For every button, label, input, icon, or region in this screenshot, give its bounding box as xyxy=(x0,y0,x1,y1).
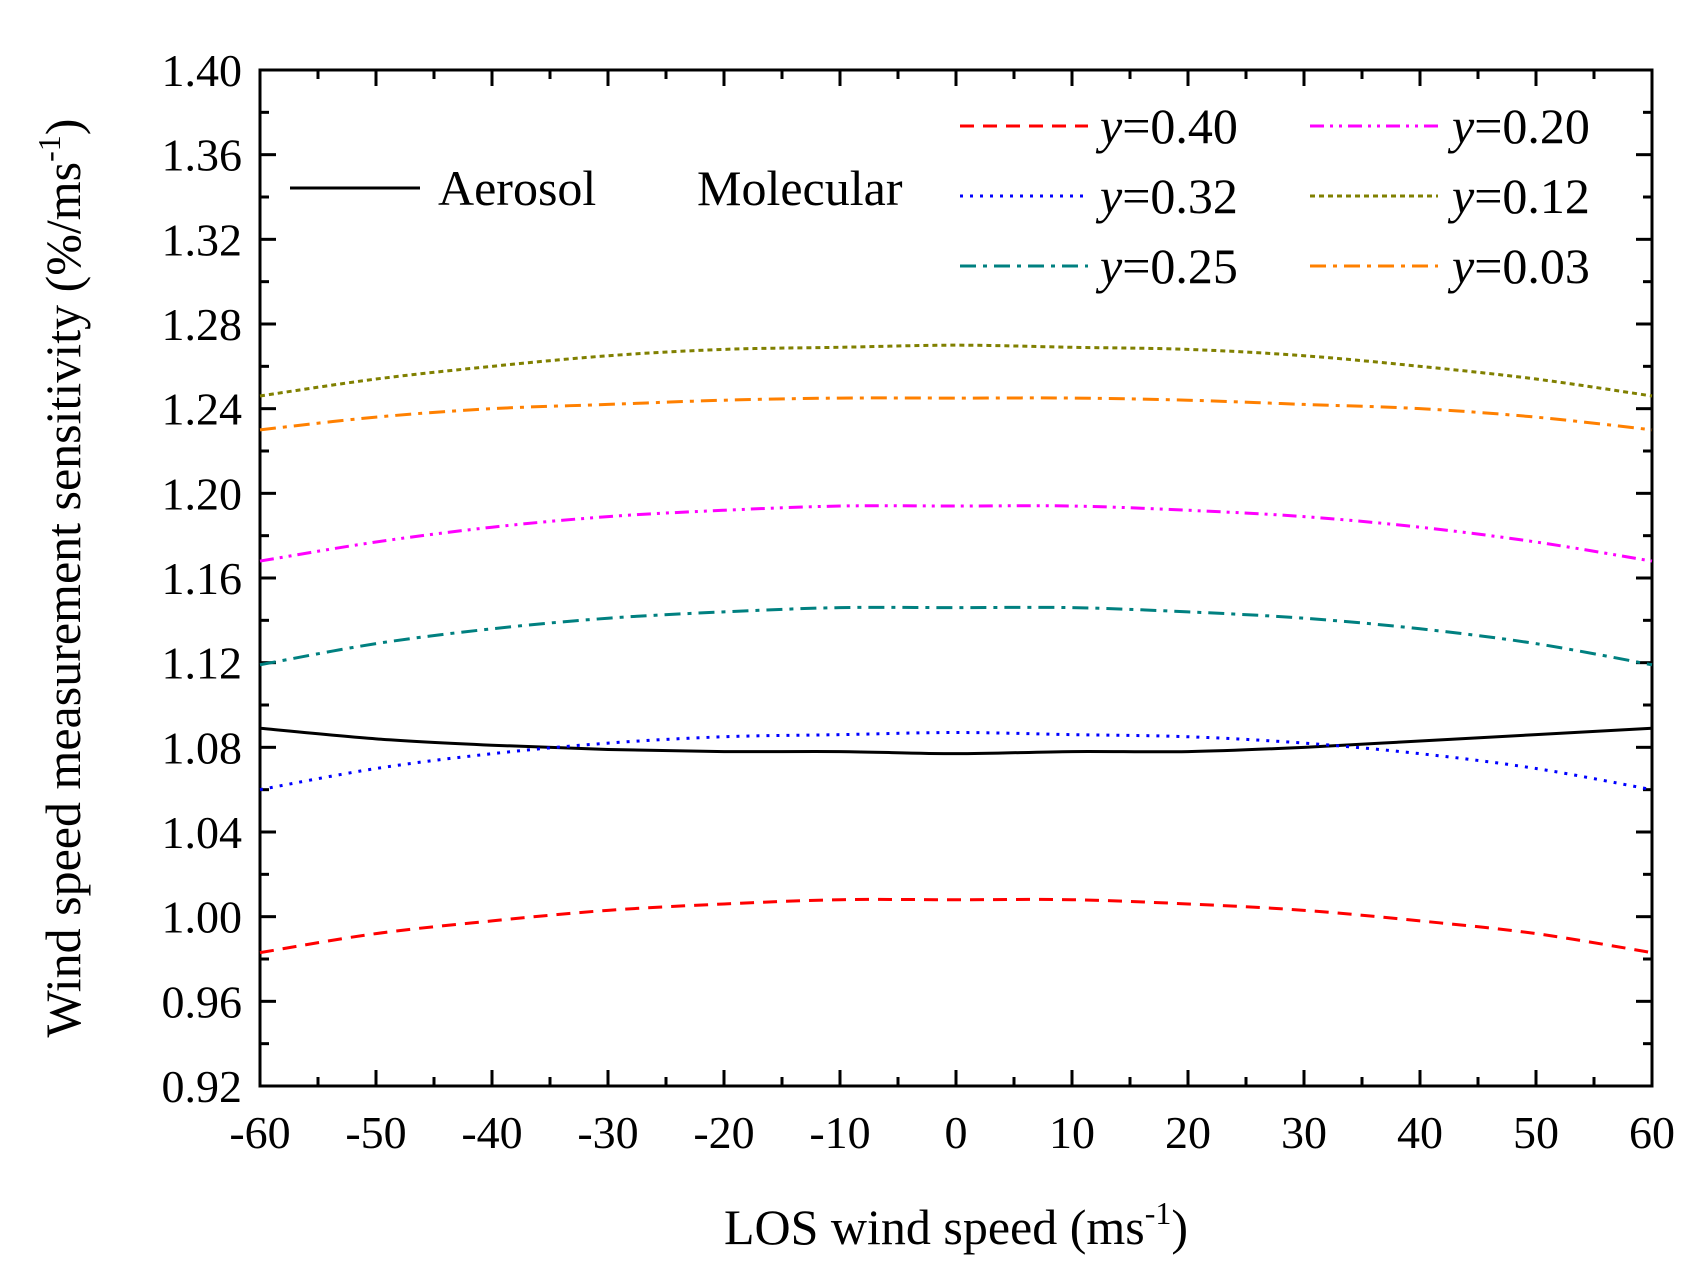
series-line-y-0-25 xyxy=(259,605,1653,667)
x-tick-label: 40 xyxy=(1397,1107,1443,1158)
legend-label-molecular: Molecular xyxy=(697,160,903,216)
y-axis-label-close: ) xyxy=(35,119,91,136)
y-tick-label: 1.04 xyxy=(162,807,243,858)
x-tick-label: -10 xyxy=(809,1107,870,1158)
x-tick-label: 0 xyxy=(945,1107,968,1158)
legend-label-y-0-25: y=0.25 xyxy=(1095,238,1238,294)
x-tick-label: 50 xyxy=(1513,1107,1559,1158)
x-tick-label: -20 xyxy=(693,1107,754,1158)
legend-label-aerosol: Aerosol xyxy=(438,160,596,216)
y-tick-label: 1.36 xyxy=(162,130,243,181)
legend-label-y-0-03: y=0.03 xyxy=(1447,238,1590,294)
y-axis-label-sup: -1 xyxy=(31,135,67,162)
y-tick-label: 1.16 xyxy=(162,553,243,604)
series-lines xyxy=(259,343,1653,955)
series-line-y-0-20 xyxy=(259,504,1653,563)
y-axis-label-text: Wind speed measurement sensitivity (%/ms xyxy=(35,162,91,1038)
x-tick-label: 20 xyxy=(1165,1107,1211,1158)
x-tick-label: -60 xyxy=(229,1107,290,1158)
y-tick-label: 0.92 xyxy=(162,1061,243,1112)
x-tick-label: 60 xyxy=(1629,1107,1675,1158)
legend-label-y-0-12: y=0.12 xyxy=(1447,168,1590,224)
series-line-y-0-40 xyxy=(259,897,1653,955)
x-tick-label: -50 xyxy=(345,1107,406,1158)
x-axis-label: LOS wind speed (ms-1) xyxy=(724,1195,1188,1255)
legend-label-y-0-32: y=0.32 xyxy=(1095,168,1238,224)
series-line-y-0-12 xyxy=(259,343,1653,398)
x-axis-label-close: ) xyxy=(1171,1199,1188,1255)
legend: Aerosol Molecular y=0.40 y=0.32 y=0.25 y=0.20… xyxy=(290,98,1590,294)
plot-frame xyxy=(258,68,1654,1088)
x-tick-label: 30 xyxy=(1281,1107,1327,1158)
y-tick-label: 1.08 xyxy=(162,722,243,773)
x-axis-label-text: LOS wind speed (ms xyxy=(724,1199,1145,1255)
y-tick-label: 1.40 xyxy=(162,45,243,96)
x-tick-label: -30 xyxy=(577,1107,638,1158)
x-axis-label-sup: -1 xyxy=(1145,1195,1172,1231)
legend-label-y-0-40: y=0.40 xyxy=(1095,98,1238,154)
series-line-aerosol xyxy=(259,726,1653,756)
series-line-y-0-03 xyxy=(259,396,1653,432)
y-tick-label: 0.96 xyxy=(162,976,243,1027)
legend-label-y-0-20: y=0.20 xyxy=(1447,98,1590,154)
y-axis-label: Wind speed measurement sensitivity (%/ms… xyxy=(31,119,91,1038)
x-tick-label: -40 xyxy=(461,1107,522,1158)
x-tick-label: 10 xyxy=(1049,1107,1095,1158)
y-tick-label: 1.20 xyxy=(162,468,243,519)
y-tick-label: 1.24 xyxy=(162,384,243,435)
y-tick-label: 1.28 xyxy=(162,299,243,350)
y-tick-label: 1.32 xyxy=(162,214,243,265)
axis-ticks: -60 -50 -40 -30 -20 -10 0 10 20 30 40 50 60 0.92 0.96 1… xyxy=(162,45,1676,1158)
y-tick-label: 1.12 xyxy=(162,638,243,689)
y-tick-label: 1.00 xyxy=(162,892,243,943)
